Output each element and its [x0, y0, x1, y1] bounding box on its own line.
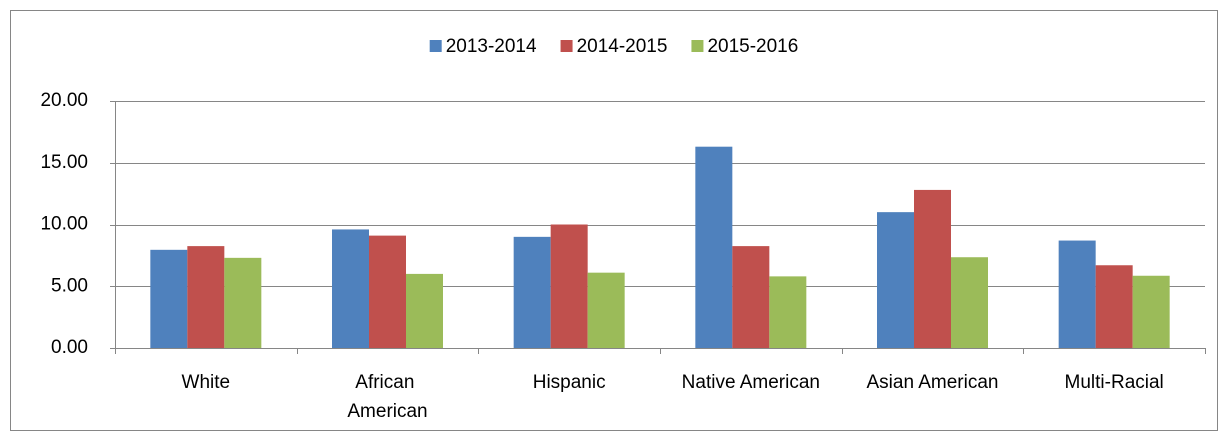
- bar: [1058, 240, 1096, 348]
- bar: [1095, 265, 1133, 348]
- bar: [587, 272, 625, 348]
- bar: [550, 224, 588, 348]
- x-tick-label: Hispanic: [533, 372, 606, 393]
- bar: [951, 257, 988, 348]
- legend-swatch: [429, 40, 442, 52]
- y-tick-label: 20.00: [40, 90, 88, 111]
- y-tick-label: 10.00: [40, 214, 88, 235]
- legend-swatch: [560, 40, 573, 52]
- x-tick-label: Asian American: [866, 372, 998, 393]
- legend: 2013-2014 2014-2015 2015-2016: [429, 36, 798, 57]
- bar: [406, 273, 443, 348]
- bar: [1132, 275, 1170, 348]
- bar: [332, 229, 369, 348]
- x-tick-label: White: [182, 372, 231, 393]
- bar: [187, 246, 225, 348]
- legend-label: 2015-2016: [707, 36, 798, 57]
- bar: [769, 276, 807, 348]
- x-tick-label: Multi-Racial: [1065, 372, 1164, 393]
- legend-swatch: [691, 40, 704, 52]
- bar: [150, 249, 188, 348]
- legend-label: 2013-2014: [446, 36, 537, 57]
- legend-label: 2014-2015: [577, 36, 668, 57]
- x-tick-label: African American: [347, 372, 427, 422]
- bar: [914, 189, 951, 348]
- y-tick-label: 5.00: [51, 275, 88, 296]
- bar: [732, 246, 770, 348]
- bar: [513, 236, 551, 348]
- bar: [877, 212, 914, 348]
- chart-border: [10, 10, 1218, 431]
- bar: [369, 235, 406, 348]
- bar: [695, 146, 733, 348]
- x-tick-label: Native American: [682, 372, 820, 393]
- bar: [224, 257, 262, 348]
- y-tick-label: 0.00: [51, 337, 88, 358]
- y-tick-label: 15.00: [40, 152, 88, 173]
